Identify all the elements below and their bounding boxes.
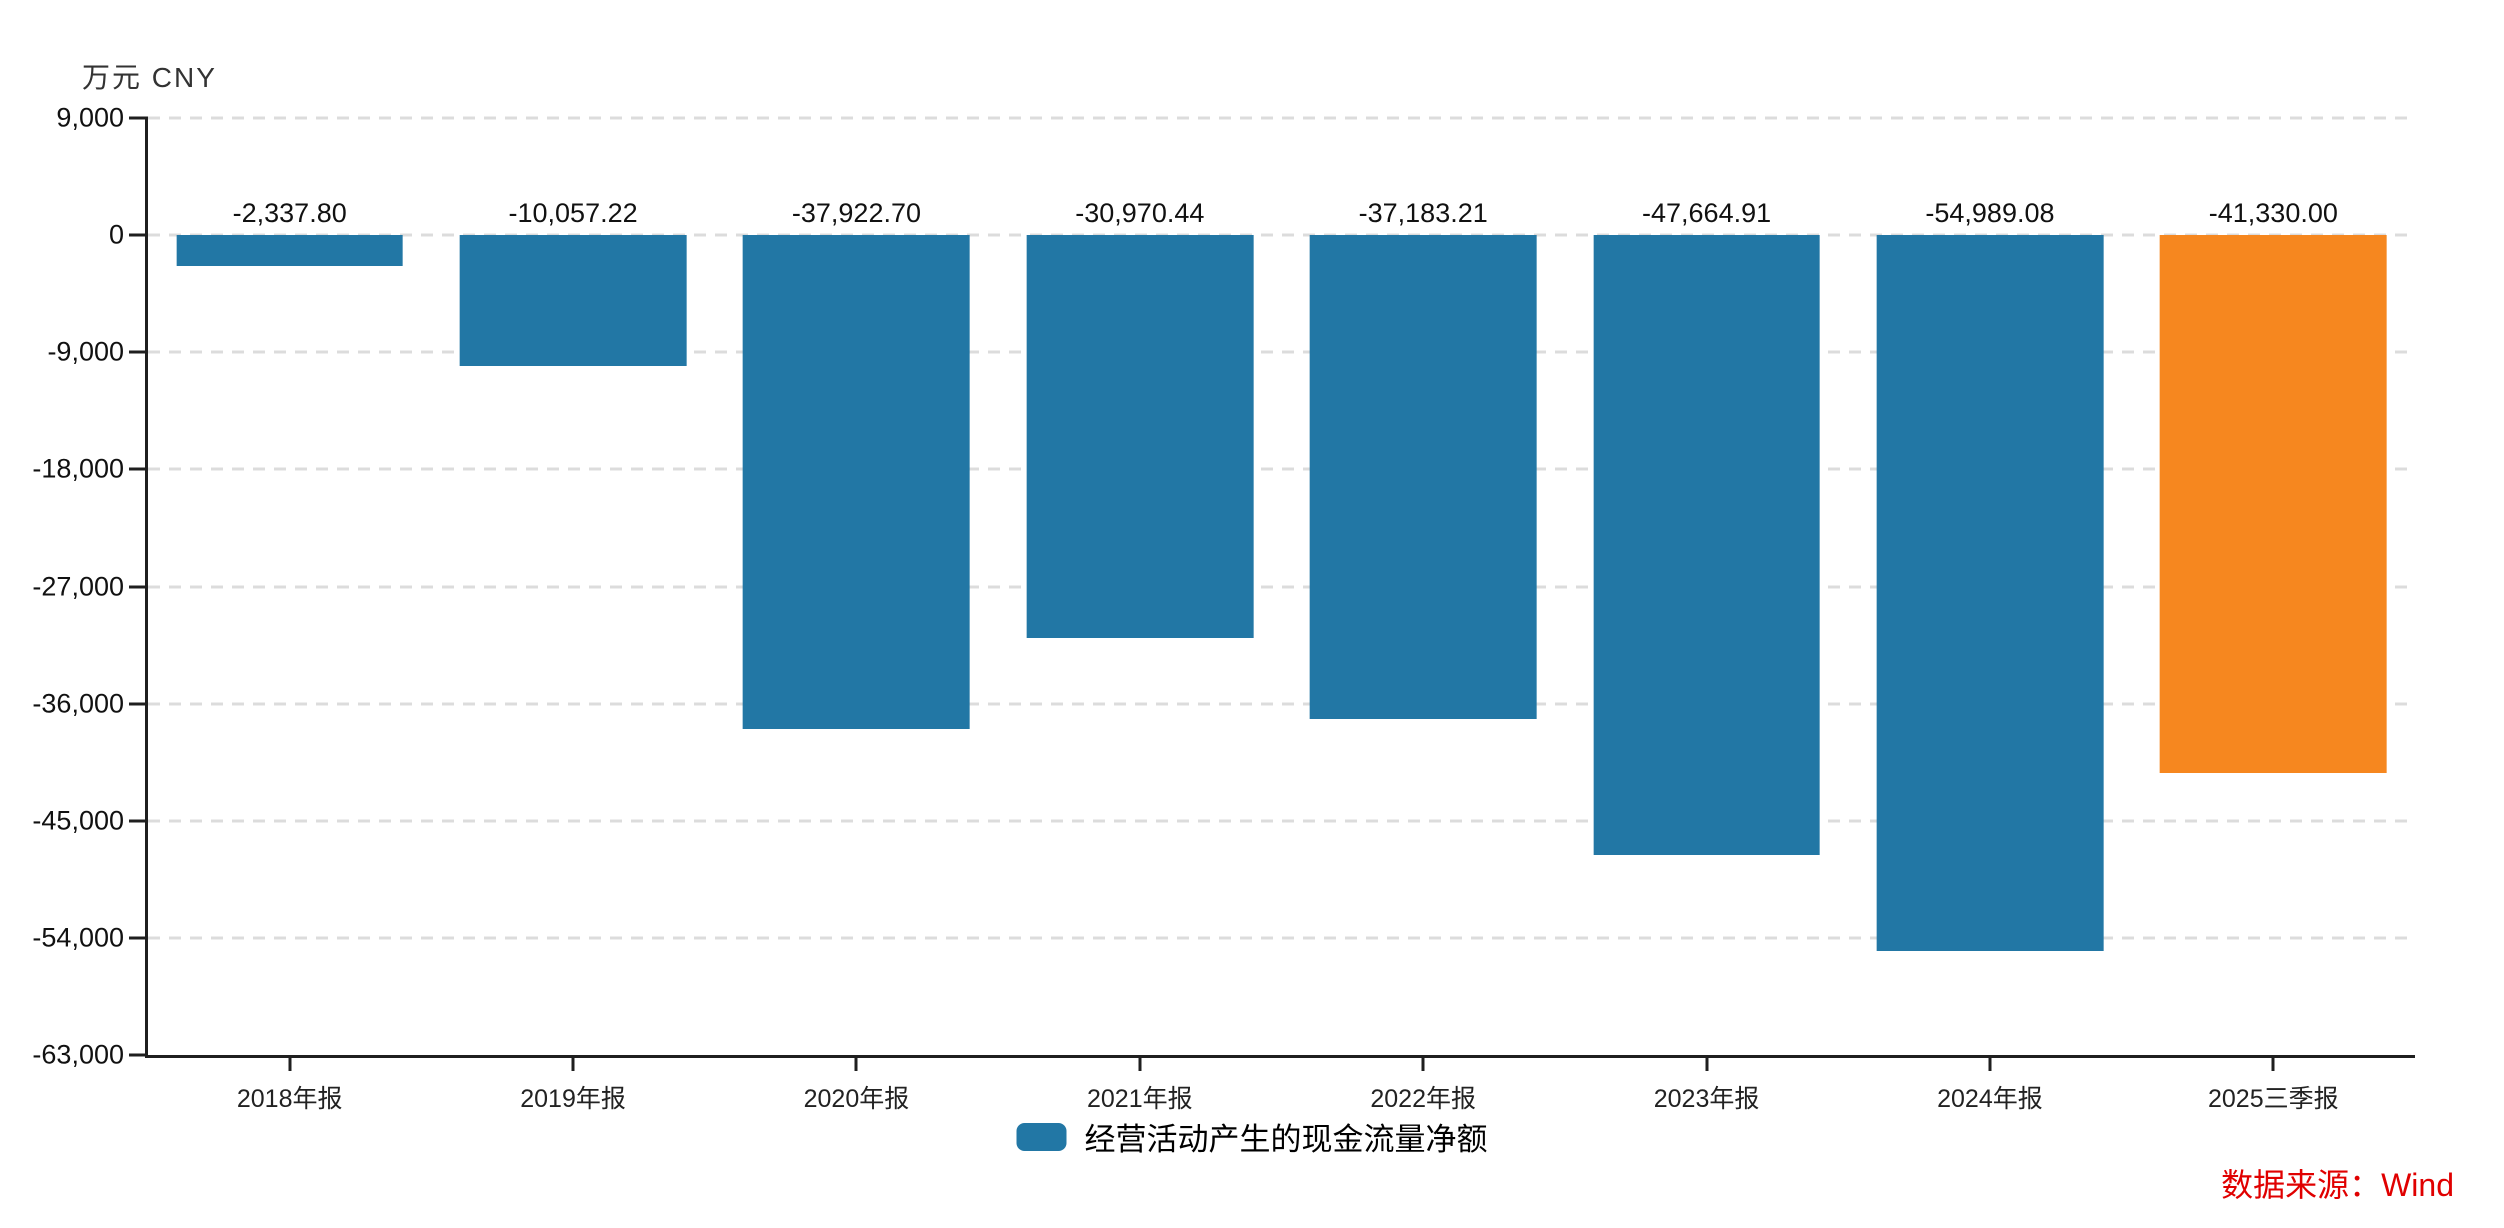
- bar-2020年报[interactable]: [743, 235, 970, 729]
- y-axis-tick: [129, 233, 148, 237]
- x-axis-tick-label: 2025三季报: [2208, 1085, 2339, 1113]
- y-axis-tick: [129, 1053, 148, 1057]
- plot-area: 9,000 0 -9,000 -18,000 -27,000 -36,000 -45,000…: [32, 103, 2415, 1113]
- y-axis-tick: [129, 936, 148, 940]
- x-axis-tick-label: 2019年报: [520, 1085, 626, 1113]
- x-axis-tick-label: 2021年报: [1087, 1085, 1193, 1113]
- y-axis-tick-label: -45,000: [32, 805, 124, 836]
- y-axis-tick: [129, 116, 148, 120]
- y-axis-tick-label: -9,000: [47, 336, 124, 367]
- bar-2021年报[interactable]: [1026, 235, 1254, 639]
- gridline: [148, 233, 2415, 237]
- y-axis-tick: [129, 467, 148, 471]
- bar-value-label: -37,922.70: [791, 198, 921, 229]
- gridline: [148, 702, 2415, 706]
- x-axis-tick-label: 2023年报: [1653, 1085, 1760, 1113]
- y-axis-tick-label: -54,000: [32, 922, 124, 953]
- bar-2025三季报[interactable]: [2159, 235, 2387, 773]
- gridline: [148, 936, 2415, 940]
- gridline: [148, 819, 2415, 823]
- legend-swatch-icon: [1016, 1122, 1067, 1151]
- bar-value-label: -30,970.44: [1075, 198, 1205, 229]
- bar-value-label: -10,057.22: [508, 198, 638, 229]
- y-axis-tick-label: 0: [108, 219, 124, 250]
- x-axis-tick-label: 2022年报: [1370, 1085, 1476, 1113]
- bar-2019年报[interactable]: [459, 235, 687, 366]
- data-source-note: 数据来源：Wind: [2221, 1167, 2454, 1203]
- x-axis-tick: [571, 1055, 575, 1071]
- bar-2024年报[interactable]: [1876, 235, 2104, 951]
- y-axis-tick: [129, 702, 148, 706]
- x-axis-tick: [854, 1055, 858, 1071]
- x-axis-tick: [288, 1055, 292, 1071]
- y-axis-tick: [129, 819, 148, 823]
- y-axis-tick-label: -63,000: [32, 1039, 124, 1070]
- x-axis-tick: [1988, 1055, 1992, 1071]
- legend-label: 经营活动产生的现金流量净额: [1084, 1122, 1488, 1157]
- bar-2023年报[interactable]: [1593, 235, 1820, 856]
- x-axis-tick: [1138, 1055, 1142, 1071]
- x-axis-tick: [1705, 1055, 1709, 1071]
- bar-value-label: -37,183.21: [1358, 198, 1488, 229]
- x-axis-tick-label: 2020年报: [803, 1085, 910, 1113]
- y-axis-tick: [129, 350, 148, 354]
- bar-value-label: -54,989.08: [1925, 198, 2055, 229]
- y-axis-tick: [129, 585, 148, 588]
- gridline: [148, 350, 2415, 354]
- x-axis-tick: [1421, 1055, 1425, 1071]
- y-axis-tick-label: 9,000: [56, 102, 124, 133]
- x-axis-tick-label: 2024年报: [1937, 1085, 2043, 1113]
- gridline: [148, 116, 2415, 120]
- bar-2022年报[interactable]: [1309, 235, 1537, 720]
- bar-value-label: -2,337.80: [232, 198, 347, 229]
- legend-item[interactable]: 经营活动产生的现金流量净额: [1016, 1114, 1488, 1159]
- gridline: [148, 585, 2415, 588]
- y-axis-tick-label: -18,000: [32, 453, 124, 484]
- y-axis-unit-label: 万元 CNY: [82, 62, 217, 93]
- bar-2018年报[interactable]: [176, 235, 404, 266]
- y-axis-tick-label: -27,000: [32, 571, 124, 601]
- y-axis-tick-label: -36,000: [32, 688, 124, 719]
- x-axis-tick: [2271, 1055, 2275, 1071]
- x-axis-tick-label: 2018年报: [236, 1085, 343, 1113]
- bar-value-label: -47,664.91: [1642, 198, 1772, 229]
- bar-value-label: -41,330.00: [2208, 198, 2338, 229]
- gridline: [148, 467, 2415, 471]
